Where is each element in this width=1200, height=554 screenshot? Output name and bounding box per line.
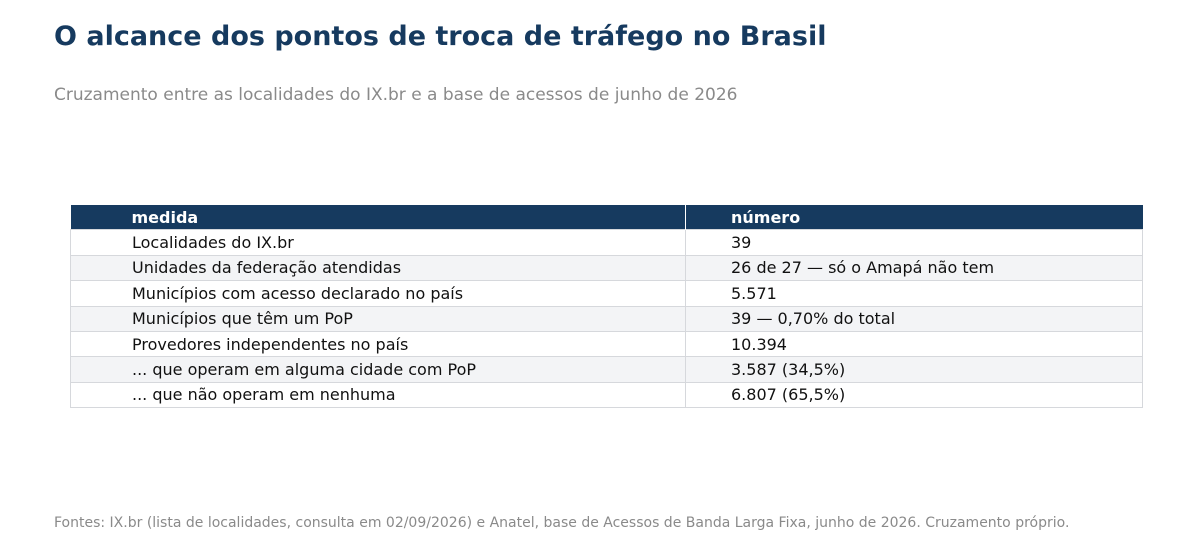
table-cell-medida: ... que operam em alguma cidade com PoP [70, 356, 686, 383]
source-note: Fontes: IX.br (lista de localidades, con… [54, 515, 1070, 531]
column-header-numero: número [685, 205, 1143, 230]
table-row: Localidades do IX.br 39 [70, 229, 1143, 256]
table-cell-numero: 5.571 [685, 280, 1143, 307]
table-cell-numero: 3.587 (34,5%) [685, 356, 1143, 383]
table-cell-medida: Localidades do IX.br [70, 229, 686, 256]
table-cell-numero: 26 de 27 — só o Amapá não tem [685, 254, 1143, 282]
table-cell-medida: Unidades da federação atendidas [70, 254, 686, 282]
table-cell-numero: 39 — 0,70% do total [685, 305, 1143, 332]
table-header-row: medida número [70, 205, 1143, 230]
table-cell-medida: Municípios que têm um PoP [70, 305, 686, 332]
table-row: ... que não operam em nenhuma 6.807 (65,… [70, 381, 1143, 409]
table-cell-medida: Provedores independentes no país [70, 330, 686, 358]
chart-subtitle: Cruzamento entre as localidades do IX.br… [54, 85, 738, 105]
data-table: medida número Localidades do IX.br 39 Un… [70, 205, 1143, 409]
table-cell-medida: Municípios com acesso declarado no país [70, 280, 686, 307]
table-row: Municípios com acesso declarado no país … [70, 280, 1143, 307]
table-cell-numero: 6.807 (65,5%) [685, 381, 1143, 409]
table-row: ... que operam em alguma cidade com PoP … [70, 356, 1143, 383]
chart-title: O alcance dos pontos de troca de tráfego… [54, 21, 827, 52]
table-cell-numero: 39 [685, 229, 1143, 256]
table-row: Provedores independentes no país 10.394 [70, 330, 1143, 358]
table-row: Unidades da federação atendidas 26 de 27… [70, 254, 1143, 282]
table-row: Municípios que têm um PoP 39 — 0,70% do … [70, 305, 1143, 332]
table-cell-medida: ... que não operam em nenhuma [70, 381, 686, 409]
column-header-medida: medida [70, 205, 686, 230]
table-cell-numero: 10.394 [685, 330, 1143, 358]
